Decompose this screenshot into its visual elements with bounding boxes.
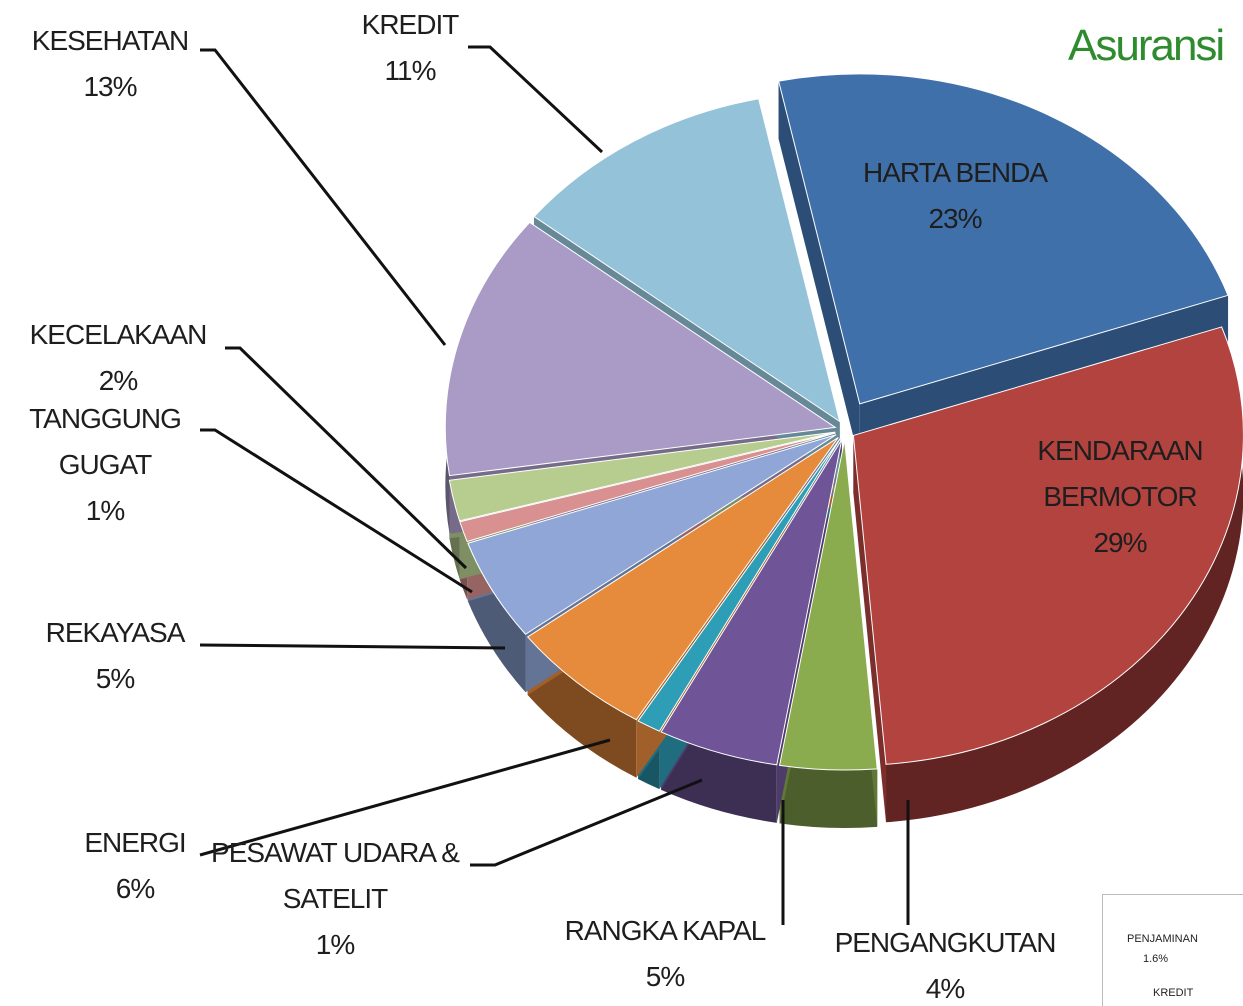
inset-label: 1.6% (1143, 953, 1169, 965)
slice (660, 439, 843, 766)
slice (444, 221, 837, 477)
value-label: 6% (115, 873, 155, 904)
value-label: 5% (645, 961, 685, 992)
slice-label: KECELAKAAN 2% (3, 312, 233, 404)
slice-label: TANGGUNG GUGAT 1% (10, 396, 200, 534)
slice (778, 73, 1229, 405)
slice (778, 439, 878, 771)
value-label: 4% (925, 973, 965, 1004)
value-label: 13% (83, 71, 137, 102)
leader-line (199, 643, 506, 650)
category-label: KECELAKAAN (29, 319, 208, 350)
leader-line (468, 45, 604, 154)
category-label: TANGGUNG GUGAT (29, 403, 182, 480)
leader-line (470, 778, 703, 867)
slice-wall (778, 81, 860, 462)
value-label: 5% (95, 663, 135, 694)
category-label: HARTA BENDA (862, 157, 1048, 188)
slice-side (886, 326, 1243, 823)
value-label: 29% (1093, 527, 1147, 558)
slice-label: ENERGI 6% (75, 820, 195, 912)
slice-wall (853, 435, 887, 823)
leader-line (200, 428, 473, 594)
value-label: 2% (98, 365, 138, 396)
inset-label: PENJAMINAN (1127, 933, 1198, 945)
inset-chart: PENJAMINAN 1.6% KREDIT (1102, 894, 1243, 1006)
value-label: 11% (384, 55, 437, 86)
slice-label: KENDARAAN BERMOTOR 29% (1015, 428, 1225, 566)
inset-label: KREDIT (1153, 987, 1194, 999)
category-label: KESEHATAN (31, 25, 189, 56)
slice (637, 438, 841, 732)
slice-label: PENGANGKUTAN 4% (805, 920, 1085, 1006)
slice (533, 98, 841, 423)
category-label: PESAWAT UDARA & SATELIT (211, 837, 460, 914)
slice-label: KREDIT 11% (340, 2, 480, 94)
category-label: KENDARAAN BERMOTOR (1037, 435, 1203, 512)
category-label: RANGKA KAPAL (564, 915, 767, 946)
slice (467, 434, 837, 635)
value-label: 23% (928, 203, 982, 234)
slice-label: RANGKA KAPAL 5% (535, 908, 795, 1000)
slice-label: PESAWAT UDARA & SATELIT 1% (205, 830, 465, 968)
value-label: 1% (315, 929, 355, 960)
leader-line (200, 48, 447, 346)
category-label: PENGANGKUTAN (834, 927, 1057, 958)
category-label: ENERGI (84, 827, 186, 858)
slice-side (661, 731, 777, 823)
slice-label: HARTA BENDA 23% (835, 150, 1075, 242)
leader-line (199, 738, 611, 857)
slice (526, 437, 839, 721)
category-label: REKAYASA (45, 617, 186, 648)
value-label: 1% (85, 495, 125, 526)
slice (448, 431, 836, 522)
slice-label: REKAYASA 5% (15, 610, 215, 702)
slice-side (779, 765, 878, 828)
slice (459, 432, 836, 543)
chart-title: Asuransi (1068, 21, 1223, 70)
slice-label: KESEHATAN 13% (10, 18, 210, 110)
category-label: KREDIT (361, 9, 460, 40)
slice (852, 326, 1243, 765)
leader-line (225, 346, 468, 570)
